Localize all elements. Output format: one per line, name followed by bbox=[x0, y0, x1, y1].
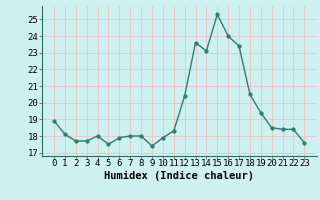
X-axis label: Humidex (Indice chaleur): Humidex (Indice chaleur) bbox=[104, 171, 254, 181]
